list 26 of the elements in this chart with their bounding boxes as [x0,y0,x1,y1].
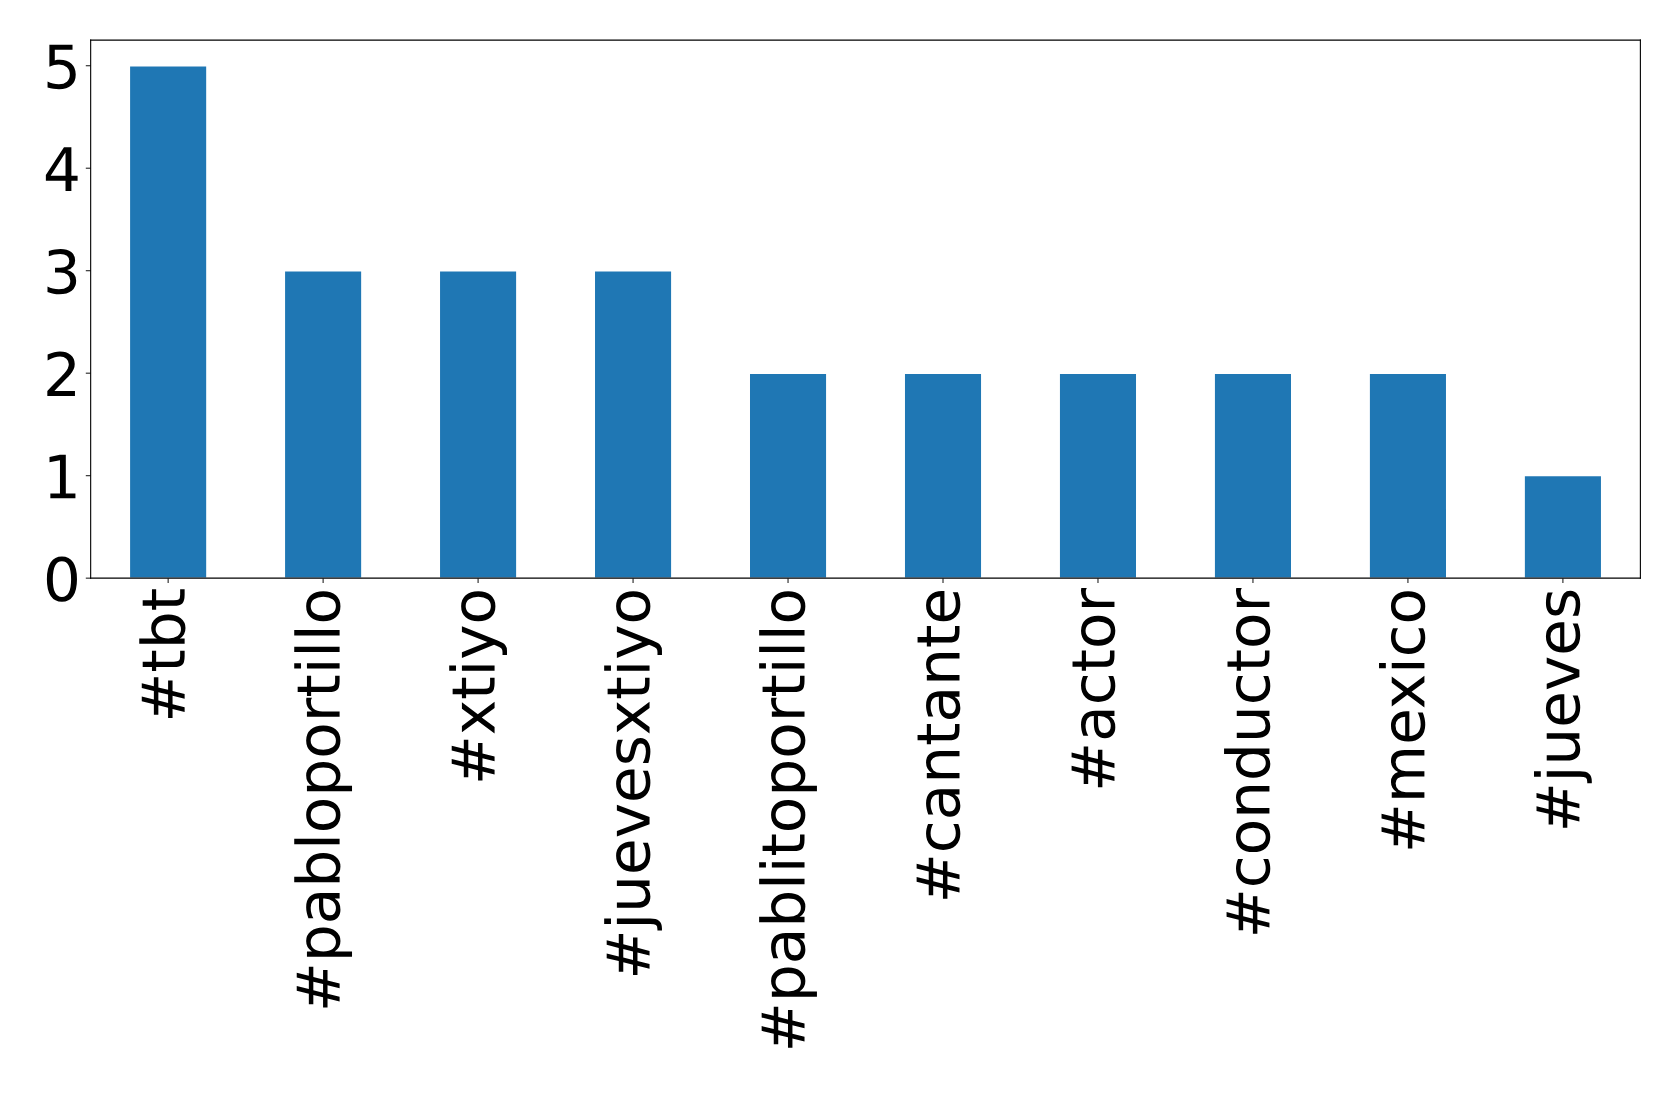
x-tick-label: #conductor [1224,587,1271,934]
x-tick-label: #actor [1071,587,1116,788]
bar [1368,372,1448,579]
x-tick-label: #tbt [139,589,186,719]
bar [283,270,363,579]
y-tick-label: 0 [46,556,77,602]
x-tick-label: #mexico [1379,591,1426,849]
bar [1523,474,1603,579]
x-tick-label: #xtiyo [449,591,507,781]
x-tick-label: #pablitoportillo [759,591,817,1048]
x-tick-label: #pabloportillo [294,591,353,1008]
x-tick-label: #cantante [916,591,961,899]
bar [438,270,518,579]
y-tick-label: 1 [49,454,76,499]
bar [1058,372,1138,579]
x-tick-label: #jueves [1534,590,1592,828]
y-tick-label: 3 [47,249,77,295]
bar [903,372,983,579]
bar [593,270,673,579]
bar [1213,372,1293,579]
y-tick-label: 4 [45,147,78,191]
bar [128,65,208,579]
y-tick-label: 2 [47,351,75,396]
x-tick-label: #juevesxtiyo [604,591,662,975]
bar [748,372,828,579]
y-tick-label: 5 [47,44,76,90]
